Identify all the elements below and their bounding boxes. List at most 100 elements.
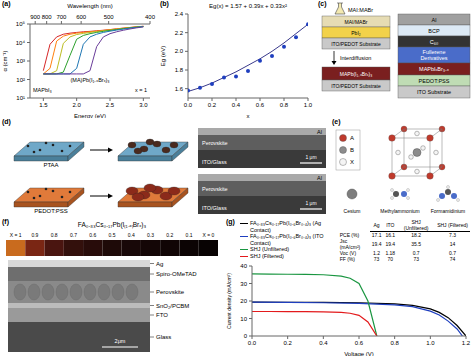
svg-text:Energy (eV): Energy (eV) [74,113,106,118]
svg-text:Wavelength (nm): Wavelength (nm) [67,3,112,9]
svg-text:Al: Al [432,17,437,23]
svg-text:PEDOT:PSS: PEDOT:PSS [419,78,450,84]
svg-text:10²: 10² [16,77,25,83]
svg-text:Glass: Glass [156,334,171,340]
svg-text:0.4: 0.4 [128,232,135,238]
svg-text:20: 20 [240,298,247,304]
svg-text:0.6: 0.6 [89,232,96,238]
svg-text:1.5: 1.5 [39,102,48,108]
svg-text:800: 800 [42,14,53,20]
svg-text:Al: Al [317,175,322,181]
svg-text:2.0: 2.0 [72,102,81,108]
svg-text:Perovskite: Perovskite [156,289,185,295]
svg-text:10⁴: 10⁴ [16,40,26,46]
svg-text:X = 0: X = 0 [202,232,214,238]
svg-text:Cesium: Cesium [344,208,361,214]
svg-text:Current density (mA/cm²): Current density (mA/cm²) [226,273,232,329]
svg-text:1.0: 1.0 [426,340,435,346]
svg-text:40: 40 [240,263,247,269]
svg-text:ITO/PEDOT Substrate: ITO/PEDOT Substrate [331,83,381,89]
svg-text:0.0: 0.0 [184,102,193,108]
svg-text:0.7: 0.7 [70,232,77,238]
svg-text:0.8: 0.8 [280,102,289,108]
svg-text:10³: 10³ [16,58,25,64]
svg-text:1.6: 1.6 [175,86,184,92]
svg-text:PbI₂: PbI₂ [351,30,361,36]
svg-text:ITO/PEDOT Substrate: ITO/PEDOT Substrate [331,41,381,47]
svg-text:1.0: 1.0 [304,102,313,108]
svg-text:Al: Al [317,129,322,135]
svg-text:2μm: 2μm [115,338,126,344]
svg-text:FTO: FTO [156,312,168,318]
svg-text:ITO Substrate: ITO Substrate [417,89,451,95]
svg-text:0.6: 0.6 [355,340,364,346]
svg-text:Spiro-OMeTAD: Spiro-OMeTAD [156,271,197,277]
svg-text:0.4: 0.4 [232,102,241,108]
svg-text:ITO/Glass: ITO/Glass [202,159,227,165]
svg-text:2.5: 2.5 [106,102,115,108]
svg-text:0.6: 0.6 [256,102,265,108]
svg-text:Derivatives: Derivatives [420,55,447,61]
svg-text:900: 900 [30,14,41,20]
svg-text:0.8: 0.8 [51,232,58,238]
svg-text:1 μm: 1 μm [305,200,316,206]
svg-text:2.0: 2.0 [175,48,184,54]
html-text:Jsc (mA/cm²): Jsc (mA/cm²) [339,238,361,250]
svg-text:0.2: 0.2 [283,340,292,346]
svg-text:Methylammonium: Methylammonium [380,208,419,214]
svg-text:2.2: 2.2 [175,30,184,36]
svg-text:0: 0 [244,333,248,339]
svg-text:0.2: 0.2 [166,232,173,238]
svg-text:MAPbIₓBr₃₋ₓ: MAPbIₓBr₃₋ₓ [419,66,449,72]
svg-text:A: A [350,135,354,141]
svg-text:1 μm: 1 μm [305,154,316,160]
svg-text:PEDOT:PSS: PEDOT:PSS [34,208,68,214]
svg-text:Formamidinium: Formamidinium [431,208,465,214]
svg-text:FA₀.₈₃Cs₀.₁₇Pb(I₍₁₋ₓ₎Brₓ)₃: FA₀.₈₃Cs₀.₁₇Pb(I₍₁₋ₓ₎Brₓ)₃ [78,221,147,229]
svg-text:10: 10 [240,316,247,322]
svg-text:MAI:MABr: MAI:MABr [348,7,373,13]
svg-text:Interdiffusion: Interdiffusion [340,55,371,61]
svg-text:0.3: 0.3 [147,232,154,238]
svg-text:α (cm⁻¹): α (cm⁻¹) [2,50,8,71]
svg-text:C₆₀: C₆₀ [430,39,438,45]
svg-text:B: B [350,147,354,153]
svg-text:0.9: 0.9 [31,232,38,238]
svg-text:Perovskite: Perovskite [202,186,228,192]
svg-text:0.0: 0.0 [248,340,257,346]
html-text:(a): (a) [2,0,11,7]
svg-text:500: 500 [104,14,115,20]
svg-text:SnO₂/PCBM: SnO₂/PCBM [156,303,189,309]
svg-text:Eg (eV): Eg (eV) [160,46,166,66]
html-text:FA₀.₈₃Cs₀.₁₇Pb(I₀.₆Br₀.₄)₃ (Ag: FA₀.₈₃Cs₀.₁₇Pb(I₀.₆Br₀.₄)₃ (Ag Contact) [250,220,322,233]
svg-text:X: X [350,159,354,165]
html-text:(b): (b) [160,0,169,7]
svg-text:0.5: 0.5 [109,232,116,238]
svg-text:0.4: 0.4 [319,340,328,346]
svg-text:600: 600 [76,14,87,20]
svg-text:x: x [247,113,250,118]
svg-text:10⁵: 10⁵ [16,21,26,27]
svg-text:0.1: 0.1 [186,232,193,238]
html-text:SHJ (Unfiltered): SHJ (Unfiltered) [403,219,429,231]
svg-text:X = 1: X = 1 [10,232,22,238]
svg-text:PTAA: PTAA [43,162,58,168]
svg-text:400: 400 [145,14,156,20]
html-text:FA₀.₈₃Cs₀.₁₇Pb(I₀.₆Br₀.₄)₃ (IT: FA₀.₈₃Cs₀.₁₇Pb(I₀.₆Br₀.₄)₃ (ITO Contact) [250,233,324,246]
svg-text:BCP: BCP [428,28,440,34]
svg-text:700: 700 [56,14,67,20]
svg-text:2.4: 2.4 [175,11,184,17]
svg-text:1.2: 1.2 [462,340,471,346]
svg-text:Ag: Ag [156,261,163,267]
svg-text:10¹: 10¹ [16,95,25,101]
svg-text:0.2: 0.2 [208,102,217,108]
svg-text:3.0: 3.0 [139,102,148,108]
svg-text:30: 30 [240,281,247,287]
svg-text:Voltage (V): Voltage (V) [344,351,374,356]
svg-text:MAI/MABr: MAI/MABr [345,19,368,25]
svg-text:0.8: 0.8 [390,340,399,346]
svg-text:ITO/Glass: ITO/Glass [202,205,227,211]
svg-text:1.8: 1.8 [175,67,184,73]
svg-text:Perovskite: Perovskite [202,140,228,146]
svg-text:MAPb(I₁₋ₓBrₓ)₃: MAPb(I₁₋ₓBrₓ)₃ [340,71,372,77]
